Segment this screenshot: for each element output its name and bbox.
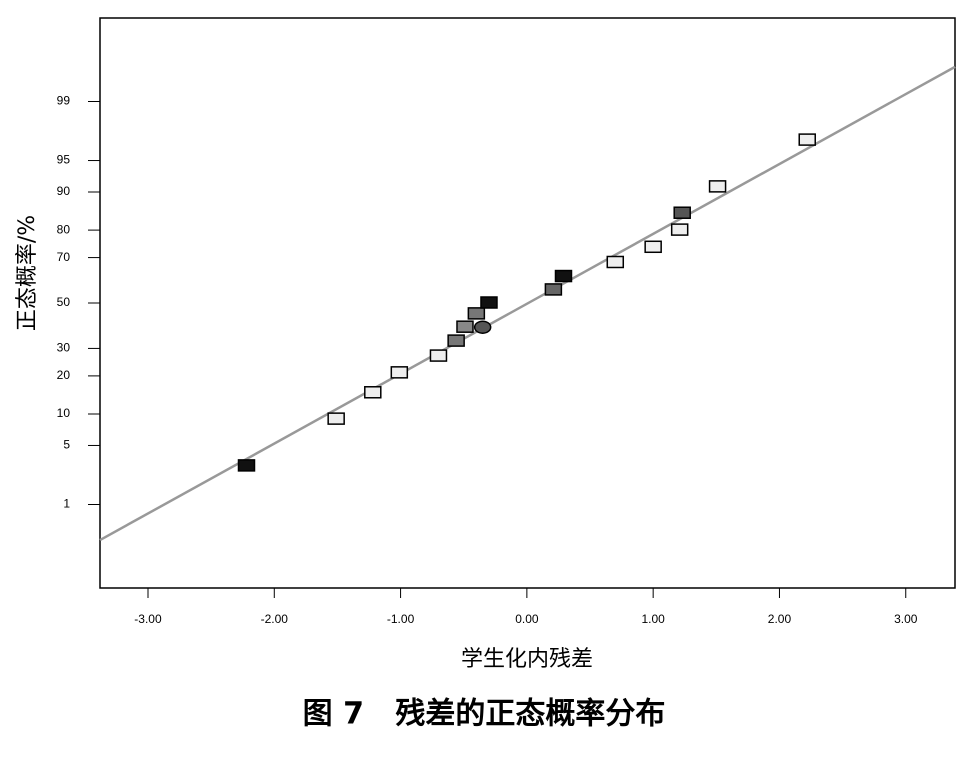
x-tick-label: -2.00 xyxy=(261,612,289,626)
x-tick-label: -3.00 xyxy=(134,612,162,626)
point xyxy=(364,386,382,399)
x-axis-label: 学生化内残差 xyxy=(461,647,593,672)
point xyxy=(467,307,486,320)
y-tick-label: 50 xyxy=(57,295,71,309)
point xyxy=(544,283,563,296)
point xyxy=(673,206,691,219)
point xyxy=(670,223,689,236)
point xyxy=(447,334,465,347)
x-tick-label: 0.00 xyxy=(515,612,539,626)
y-tick-label: 30 xyxy=(57,341,71,355)
y-tick-label: 90 xyxy=(57,184,71,198)
point xyxy=(456,320,474,333)
point xyxy=(606,255,625,269)
point xyxy=(708,180,727,193)
y-tick-label: 99 xyxy=(57,94,71,108)
y-tick-label: 1 xyxy=(63,497,70,511)
y-tick-label: 95 xyxy=(57,153,71,167)
point xyxy=(473,320,492,334)
y-tick-label: 20 xyxy=(57,368,71,382)
point xyxy=(237,459,256,472)
point xyxy=(327,412,345,425)
y-tick-label: 80 xyxy=(57,222,71,236)
y-tick-label: 5 xyxy=(63,438,70,452)
point xyxy=(390,366,409,379)
point xyxy=(644,240,662,254)
point xyxy=(480,296,498,309)
y-tick-label: 70 xyxy=(57,250,71,264)
y-axis-label: 正态概率/% xyxy=(15,215,40,331)
point xyxy=(554,269,573,283)
x-tick-label: 3.00 xyxy=(894,612,918,626)
x-tick-label: 1.00 xyxy=(641,612,665,626)
point xyxy=(798,133,816,146)
x-tick-label: 2.00 xyxy=(768,612,792,626)
caption: 图 7 残差的正态概率分布 xyxy=(303,697,666,732)
y-tick-label: 10 xyxy=(57,406,71,420)
x-tick-label: -1.00 xyxy=(387,612,415,626)
fit-line xyxy=(99,65,956,542)
point xyxy=(429,349,448,362)
